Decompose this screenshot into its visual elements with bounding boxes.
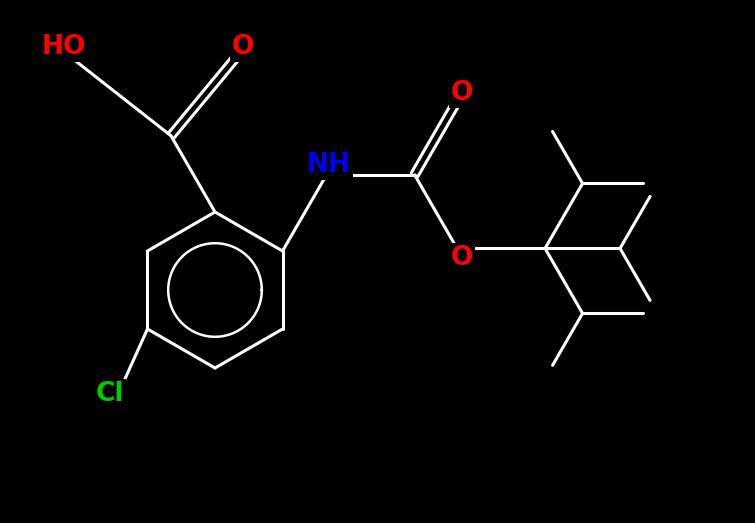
Text: O: O — [451, 80, 473, 106]
Text: NH: NH — [307, 152, 350, 178]
Text: O: O — [232, 34, 254, 60]
Text: HO: HO — [42, 34, 86, 60]
Text: O: O — [451, 245, 473, 271]
Text: Cl: Cl — [96, 381, 125, 407]
